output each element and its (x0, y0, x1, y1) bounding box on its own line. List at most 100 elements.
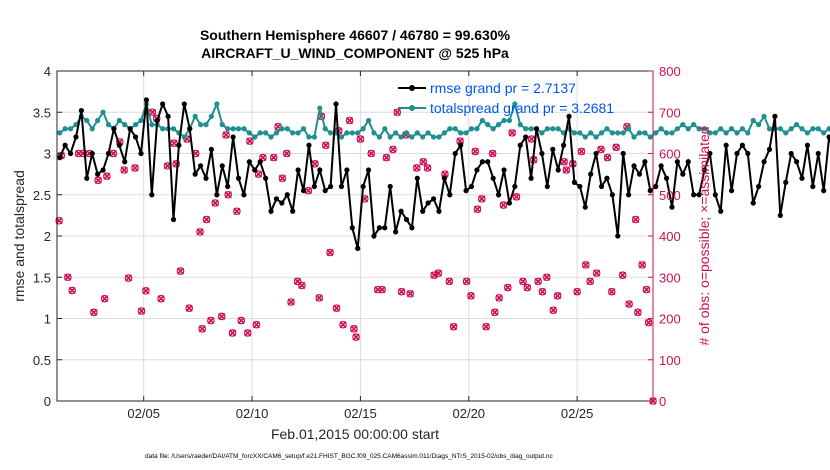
obs-assimilated-marker (473, 205, 482, 213)
obs-assimilated-marker (593, 269, 601, 277)
legend-marker-rmse (409, 85, 415, 91)
obs-assimilated-marker (224, 191, 232, 199)
totalspread-point (810, 126, 816, 132)
rmse-point (317, 167, 323, 173)
y-right-tick-label: 200 (659, 312, 681, 327)
y-right-tick-label: 600 (659, 147, 681, 162)
obs-possible-marker (237, 316, 246, 325)
obs-possible-marker (549, 306, 558, 315)
y-left-tick-label: 3 (44, 147, 51, 162)
obs-possible-marker (94, 176, 102, 185)
obs-count-marker (198, 325, 207, 333)
totalspread-point (588, 130, 594, 136)
totalspread-point (219, 122, 225, 128)
obs-assimilated-marker (625, 300, 633, 308)
obs-assimilated-marker (185, 304, 193, 312)
rmse-point (360, 183, 366, 190)
obs-count-marker (634, 308, 642, 317)
legend-label-rmse: rmse grand pr = 2.7137 (430, 80, 576, 96)
totalspread-point (376, 134, 382, 140)
totalspread-point (728, 126, 735, 132)
obs-possible-marker (495, 294, 503, 302)
rmse-point (100, 167, 106, 173)
y-right-tick-label: 0 (659, 394, 666, 409)
rmse-point (620, 150, 626, 157)
totalspread-point (393, 130, 399, 136)
obs-count-marker (553, 292, 562, 300)
obs-count-marker (512, 193, 521, 201)
obs-assimilated-marker (523, 283, 531, 292)
obs-possible-marker (74, 149, 83, 158)
obs-count-marker (631, 215, 640, 224)
obs-assimilated-marker (450, 323, 458, 331)
obs-count-marker (538, 287, 547, 296)
rmse-point (680, 171, 686, 177)
x-tick-label: 02/15 (344, 406, 377, 421)
totalspread-point (734, 130, 740, 136)
totalspread-point (663, 130, 670, 136)
obs-count-marker (287, 298, 295, 306)
obs-count-marker (211, 199, 220, 207)
obs-assimilated-marker (202, 215, 211, 224)
obs-possible-marker (233, 207, 241, 216)
obs-assimilated-marker (94, 176, 102, 184)
obs-assimilated-marker (207, 316, 215, 325)
rmse-point (235, 175, 242, 181)
obs-assimilated-marker (222, 131, 230, 139)
totalspread-point (712, 130, 718, 136)
totalspread-point (761, 113, 767, 119)
obs-assimilated-marker (619, 271, 627, 279)
obs-assimilated-marker (163, 162, 172, 170)
totalspread-point (355, 130, 361, 136)
y-left-tick-label: 1 (44, 312, 51, 327)
obs-count-marker (412, 164, 421, 172)
obs-assimilated-marker (608, 288, 616, 296)
obs-count-marker (519, 277, 527, 286)
totalspread-point (328, 130, 334, 136)
obs-count-marker (68, 286, 76, 295)
obs-count-marker (503, 283, 512, 292)
rmse-point (441, 175, 447, 181)
totalspread-point (685, 126, 691, 132)
obs-possible-marker (462, 277, 471, 286)
obs-possible-marker (488, 149, 497, 158)
totalspread-point (57, 130, 63, 136)
obs-possible-marker (523, 283, 532, 292)
obs-assimilated-marker (489, 149, 497, 158)
totalspread-point (425, 130, 431, 136)
rmse-point (463, 188, 469, 194)
y-right-tick-label: 500 (659, 188, 681, 203)
obs-count-marker (597, 145, 605, 154)
totalspread-point (252, 134, 258, 140)
rmse-point (355, 245, 361, 251)
rmse-point (57, 155, 63, 161)
obs-possible-marker (350, 325, 358, 333)
rmse-point (501, 167, 507, 173)
obs-assimilated-marker (586, 277, 594, 285)
obs-assimilated-marker (393, 108, 401, 116)
totalspread-point (691, 122, 697, 128)
totalspread-point (84, 117, 90, 124)
obs-possible-marker (612, 143, 620, 152)
rmse-point (539, 150, 545, 157)
rmse-point (506, 200, 513, 206)
totalspread-point (674, 126, 680, 132)
rmse-point (138, 150, 144, 157)
obs-assimilated-marker (499, 201, 508, 209)
totalspread-point (290, 130, 296, 136)
totalspread-point (788, 126, 794, 132)
obs-assimilated-marker (244, 329, 252, 337)
totalspread-point (208, 113, 215, 119)
obs-count-marker (508, 129, 516, 137)
obs-count-marker (612, 143, 620, 152)
totalspread-point (170, 126, 177, 132)
obs-count-marker (356, 135, 365, 143)
obs-possible-marker (423, 164, 432, 172)
obs-assimilated-marker (597, 145, 605, 153)
totalspread-point (95, 117, 101, 124)
obs-possible-marker (419, 157, 428, 166)
obs-possible-marker (631, 215, 640, 224)
obs-count-marker (170, 139, 178, 147)
totalspread-point (89, 126, 95, 132)
totalspread-point (214, 101, 220, 107)
